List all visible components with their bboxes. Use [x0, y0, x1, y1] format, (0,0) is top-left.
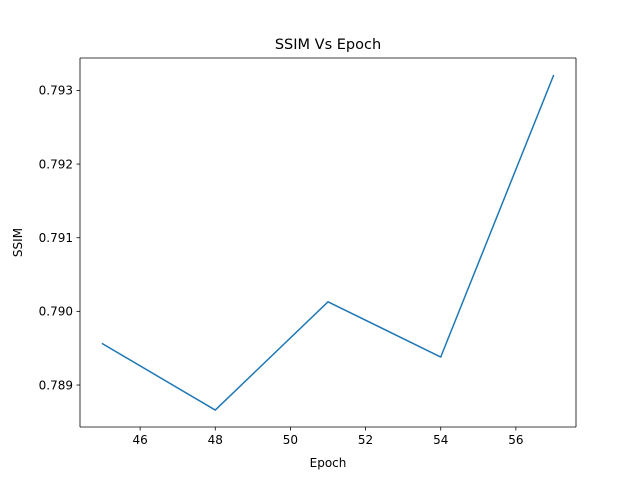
chart-title: SSIM Vs Epoch	[275, 37, 381, 53]
y-axis-ticks: 0.789 0.790 0.791 0.792 0.793	[39, 84, 80, 392]
x-axis-title: Epoch	[310, 456, 347, 470]
x-tick-label: 54	[433, 433, 448, 447]
y-tick-label: 0.791	[39, 231, 73, 245]
series-layer	[101, 74, 555, 411]
x-tick-label: 50	[283, 433, 298, 447]
y-tick-label: 0.792	[39, 157, 73, 171]
y-tick-label: 0.789	[39, 378, 73, 392]
x-tick-label: 52	[358, 433, 373, 447]
series-line	[101, 74, 555, 411]
y-tick-label: 0.790	[39, 305, 73, 319]
x-tick-label: 56	[508, 433, 523, 447]
plot-area	[80, 58, 576, 427]
x-tick-label: 48	[208, 433, 223, 447]
axes-frame	[79, 57, 577, 428]
x-tick-label: 46	[132, 433, 147, 447]
y-tick-label: 0.793	[39, 84, 73, 98]
x-axis-ticks: 46 48 50 52 54 56	[132, 427, 524, 447]
y-axis-title: SSIM	[11, 228, 25, 257]
